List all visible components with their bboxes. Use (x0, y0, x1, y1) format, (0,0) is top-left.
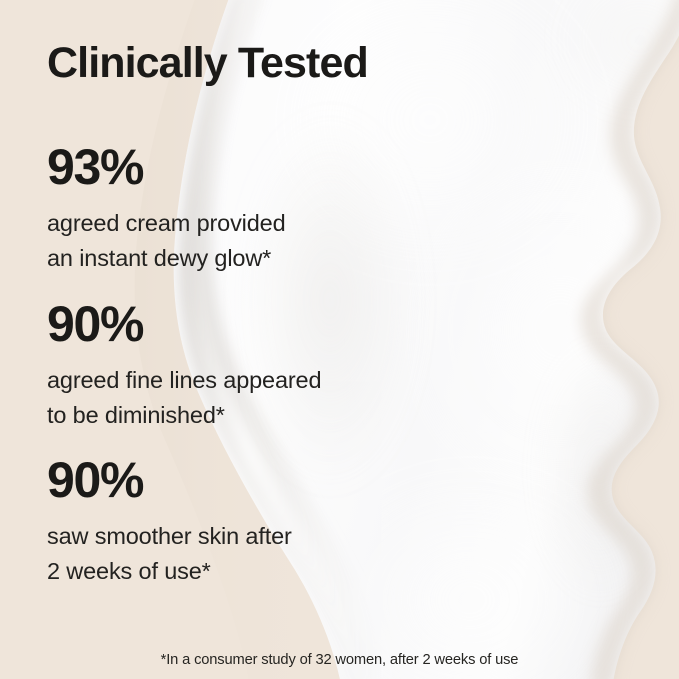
stat-line-2-1: agreed fine lines appeared (47, 367, 322, 393)
stat-line-3-2: 2 weeks of use* (47, 558, 211, 584)
cream-shade-topright (550, 0, 679, 120)
stat-block-3: 90% saw smoother skin after 2 weeks of u… (47, 455, 292, 589)
page-title: Clinically Tested (47, 39, 369, 87)
cream-right-edge-shadow (580, 0, 679, 679)
cream-shade-mid (240, 110, 420, 490)
stat-line-2-2: to be diminished* (47, 402, 225, 428)
stat-line-1-1: agreed cream provided (47, 210, 286, 236)
beige-right-intrusion (602, 35, 679, 679)
footnote-disclaimer: *In a consumer study of 32 women, after … (160, 652, 519, 668)
stat-line-1-2: an instant dewy glow* (47, 245, 272, 271)
stat-line-3-1: saw smoother skin after (47, 523, 292, 549)
stat-block-1: 93% agreed cream provided an instant dew… (47, 142, 286, 276)
stat-block-2: 90% agreed fine lines appeared to be dim… (47, 296, 322, 433)
stat-description-1: agreed cream provided an instant dewy gl… (47, 206, 286, 276)
beige-edge-shading (134, 0, 340, 679)
stat-value-3: 90% (47, 452, 144, 508)
stat-value-2: 90% (47, 296, 144, 352)
stat-description-2: agreed fine lines appeared to be diminis… (47, 363, 322, 433)
stat-description-3: saw smoother skin after 2 weeks of use* (47, 519, 292, 589)
stat-value-1: 93% (47, 139, 144, 195)
cream-inner-shadow (179, 0, 400, 679)
